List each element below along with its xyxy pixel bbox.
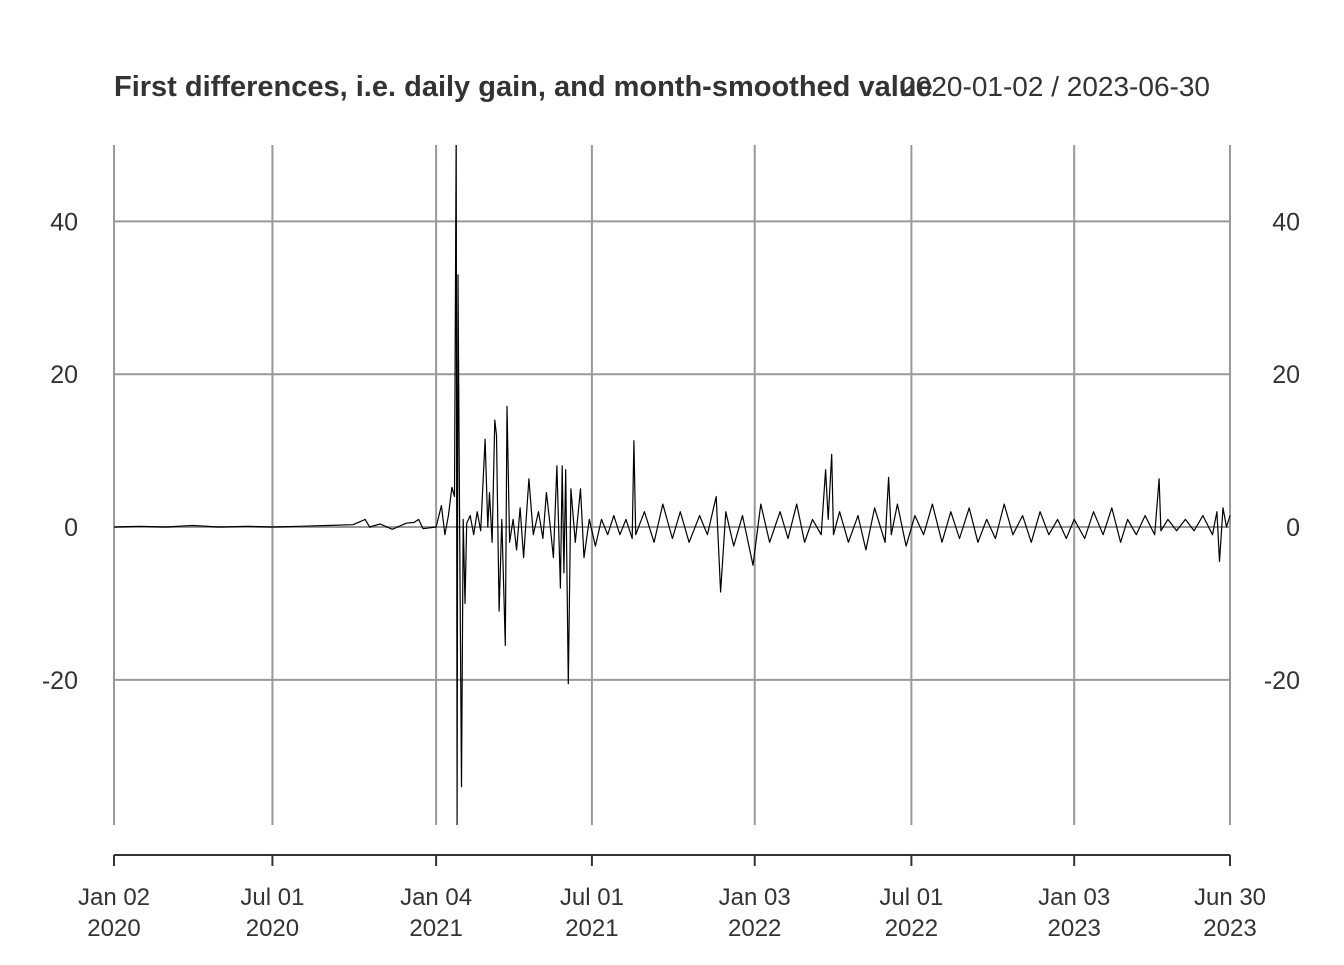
y-tick-label-right: 40 (1272, 208, 1300, 236)
x-tick-label-year: 2020 (87, 915, 140, 942)
y-tick-label-left: 20 (50, 361, 78, 389)
y-tick-label-right: 20 (1272, 361, 1300, 389)
x-tick-label-year: 2020 (246, 915, 299, 942)
x-tick-label-year: 2022 (728, 915, 781, 942)
grid (113, 145, 1231, 825)
x-tick-label-year: 2021 (565, 915, 618, 942)
x-tick-label-year: 2022 (885, 915, 938, 942)
x-tick-label-month: Jan 03 (719, 884, 791, 911)
date-range-label: 2020-01-02 / 2023-06-30 (900, 71, 1210, 102)
x-tick-label-year: 2021 (409, 915, 462, 942)
chart-title: First differences, i.e. daily gain, and … (114, 71, 933, 103)
y-tick-label-left: -20 (42, 667, 78, 695)
y-axis-right: 40 20 0 -20 (1264, 208, 1300, 694)
y-tick-label-right: -20 (1264, 667, 1300, 695)
y-tick-label-right: 0 (1286, 514, 1300, 542)
x-tick-label-month: Jan 02 (78, 884, 150, 911)
x-tick-label-year: 2023 (1048, 915, 1101, 942)
x-tick-label-month: Jan 03 (1038, 884, 1110, 911)
x-tick-label-year: 2023 (1203, 915, 1256, 942)
y-tick-label-left: 0 (64, 514, 78, 542)
x-tick-label-month: Jul 01 (879, 884, 943, 911)
series-layer (113, 145, 1231, 825)
x-tick-label-month: Jul 01 (560, 884, 624, 911)
series-line-0 (113, 145, 1231, 825)
x-tick-label-month: Jun 30 (1194, 884, 1266, 911)
y-axis-left: 40 20 0 -20 (42, 208, 78, 694)
x-tick-label-month: Jan 04 (400, 884, 472, 911)
y-tick-label-left: 40 (50, 208, 78, 236)
x-axis: Jan 02 2020 Jul 01 2020 Jan 04 2021 Jul 01 2021… (78, 854, 1266, 942)
x-tick-label-month: Jul 01 (240, 884, 304, 911)
